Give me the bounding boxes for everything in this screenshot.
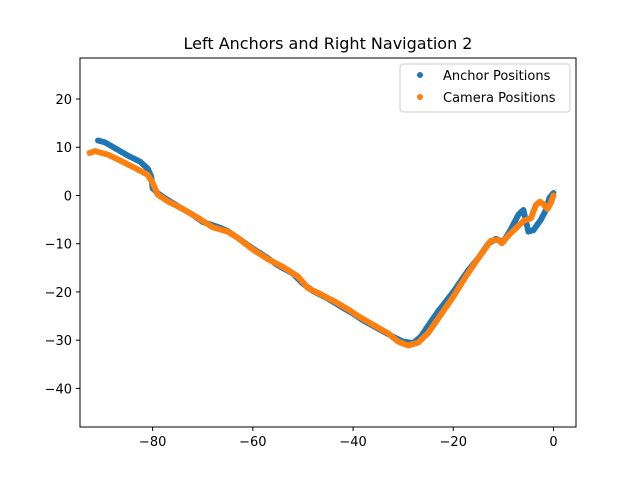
y-tick-label: 10 <box>55 141 72 156</box>
x-tick-label: −20 <box>440 435 467 450</box>
legend-label-camera: Camera Positions <box>443 91 556 106</box>
series-camera-positions <box>86 148 557 349</box>
y-tick-label: 20 <box>55 93 72 108</box>
x-tick-label: −60 <box>239 435 266 450</box>
plot-area <box>86 137 557 349</box>
legend-marker-anchor <box>417 72 423 78</box>
legend: Anchor Positions Camera Positions <box>399 63 571 113</box>
data-point <box>550 192 557 199</box>
axes-frame <box>79 57 577 428</box>
y-tick-label: −30 <box>45 334 72 349</box>
y-tick-label: −20 <box>45 286 72 301</box>
axis-ticks: −80 −60 −40 −20 0 20 10 0 −10 −20 −30 −40 <box>45 93 558 450</box>
x-tick-label: −40 <box>339 435 366 450</box>
y-tick-label: −10 <box>45 238 72 253</box>
legend-label-anchor: Anchor Positions <box>443 69 551 84</box>
x-tick-label: −80 <box>139 435 166 450</box>
y-tick-label: −40 <box>45 382 72 397</box>
x-tick-label: 0 <box>549 435 557 450</box>
y-tick-label: 0 <box>64 189 72 204</box>
chart-title: Left Anchors and Right Navigation 2 <box>184 34 473 53</box>
legend-box <box>399 63 571 113</box>
legend-marker-camera <box>417 94 423 100</box>
